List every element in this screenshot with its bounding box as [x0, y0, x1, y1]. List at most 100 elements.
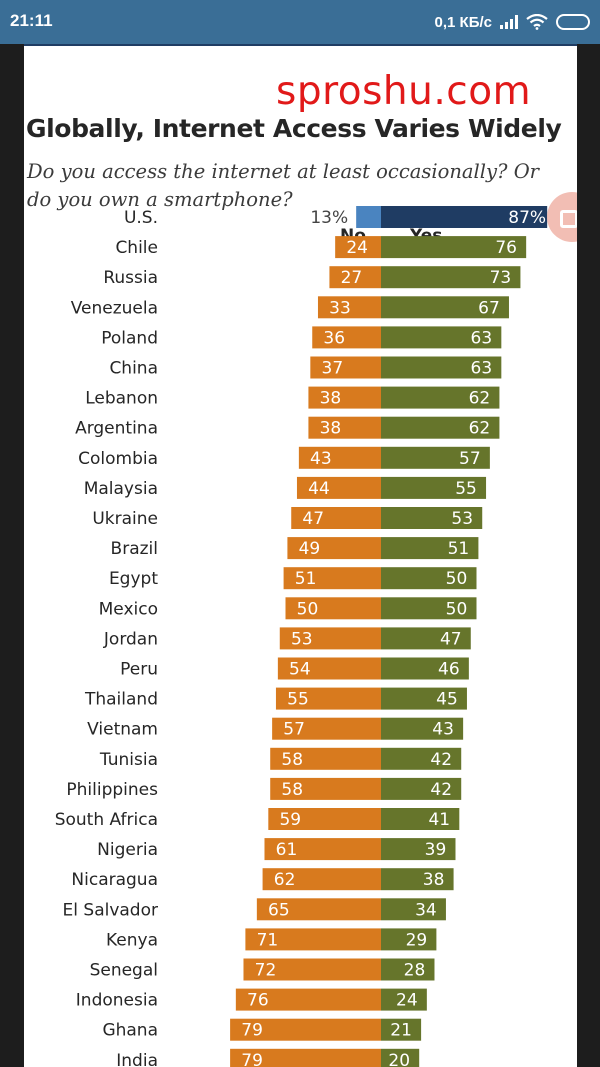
value-label-yes: 24	[396, 991, 418, 1011]
value-label-no: 53	[291, 629, 313, 649]
bar-no	[296, 476, 381, 499]
bar-no	[335, 236, 381, 259]
wifi-icon	[526, 14, 548, 30]
category-label: China	[109, 359, 158, 379]
bar-yes	[381, 236, 527, 259]
category-label: Colombia	[78, 449, 158, 469]
category-label: Brazil	[111, 539, 158, 559]
category-label: Senegal	[90, 961, 158, 981]
bar-no	[310, 356, 381, 379]
bar-no	[230, 1048, 381, 1067]
bar-no	[230, 1018, 381, 1041]
category-label: Lebanon	[85, 389, 158, 409]
bar-yes	[381, 717, 464, 740]
bar-no	[268, 808, 381, 830]
value-label-yes: 50	[446, 569, 468, 589]
bar-yes	[381, 206, 548, 228]
value-label-yes: 76	[495, 238, 517, 258]
value-label-no: 47	[302, 509, 324, 529]
value-label-no: 79	[241, 1021, 263, 1041]
bar-yes	[381, 777, 462, 800]
value-label-yes: 39	[425, 840, 447, 860]
watermark: sproshu.com	[276, 69, 532, 114]
value-label-no: 65	[268, 900, 290, 920]
bar-no	[235, 988, 381, 1011]
bar-yes	[381, 627, 471, 650]
bar-yes	[381, 446, 490, 469]
value-label-yes: 42	[430, 780, 452, 800]
value-label-no: 55	[287, 690, 309, 710]
bar-yes	[381, 416, 500, 439]
category-label: Vietnam	[87, 720, 158, 740]
value-label-yes: 73	[490, 268, 512, 288]
value-label-no: 71	[257, 930, 279, 950]
value-label-no: 54	[289, 660, 311, 680]
value-label-no: 13%	[310, 208, 348, 228]
value-label-no: 79	[241, 1051, 263, 1067]
value-label-yes: 57	[459, 449, 481, 469]
category-label: Egypt	[109, 569, 158, 589]
bar-no	[312, 326, 381, 349]
value-label-no: 72	[255, 961, 277, 981]
category-label: Malaysia	[84, 479, 158, 499]
category-label: Venezuela	[71, 298, 158, 318]
bar-no	[262, 868, 381, 891]
category-label: Russia	[103, 268, 158, 288]
value-label-yes: 47	[440, 629, 462, 649]
bar-no	[317, 296, 381, 319]
value-label-no: 27	[341, 268, 363, 288]
category-label: Indonesia	[76, 991, 158, 1011]
bar-yes	[381, 537, 479, 560]
bar-yes	[381, 868, 454, 891]
chart-subtitle: Do you access the internet at least occa…	[27, 160, 539, 211]
value-label-yes: 50	[446, 599, 468, 619]
bar-no	[287, 537, 381, 560]
status-indicators: 0,1 КБ/с	[435, 11, 590, 33]
value-label-no: 38	[320, 419, 342, 439]
status-bar: 21:11 0,1 КБ/с	[0, 0, 600, 44]
value-label-yes: 62	[469, 389, 491, 409]
value-label-yes: 28	[404, 961, 426, 981]
category-label: Peru	[120, 660, 158, 680]
bar-yes	[381, 988, 427, 1011]
bar-no	[270, 777, 381, 800]
bar-no	[277, 657, 381, 680]
category-label: El Salvador	[63, 900, 158, 920]
value-label-no: 58	[281, 780, 303, 800]
category-label: Philippines	[66, 780, 158, 800]
bar-no	[329, 266, 381, 289]
bar-yes	[381, 567, 477, 590]
chart-page: sproshu.com Globally, Internet Access Va…	[24, 44, 577, 1067]
value-label-no: 76	[247, 991, 269, 1011]
bar-yes	[381, 687, 467, 710]
category-label: Jordan	[103, 629, 158, 649]
category-label: Mexico	[99, 599, 158, 619]
value-label-no: 61	[276, 840, 298, 860]
category-label: Argentina	[75, 419, 158, 439]
category-label: Poland	[101, 328, 158, 348]
bar-no	[264, 838, 381, 861]
bar-no	[279, 627, 381, 650]
value-label-no: 50	[297, 599, 319, 619]
bar-no	[270, 747, 381, 770]
bar-no	[243, 958, 381, 981]
value-label-yes: 63	[471, 328, 493, 348]
value-label-no: 49	[299, 539, 321, 559]
bar-yes	[381, 507, 483, 529]
bar-yes	[381, 928, 437, 951]
value-label-yes: 29	[406, 930, 428, 950]
category-label: Nicaragua	[71, 870, 158, 890]
value-label-yes: 20	[388, 1051, 410, 1067]
bar-no	[308, 386, 381, 409]
bar-chart: U.S. 13% 87% Chile 24 76 Russia 27 73 Venezuela 33…	[55, 206, 548, 1067]
value-label-yes: 87%	[508, 208, 546, 228]
bar-yes	[381, 476, 487, 499]
value-label-yes: 62	[469, 419, 491, 439]
bar-no	[285, 597, 381, 620]
value-label-yes: 38	[423, 870, 445, 890]
bar-no	[308, 416, 381, 439]
floating-record-button[interactable]	[547, 192, 577, 242]
bar-yes	[381, 597, 477, 620]
category-label: South Africa	[55, 810, 158, 830]
bar-yes	[381, 356, 502, 379]
